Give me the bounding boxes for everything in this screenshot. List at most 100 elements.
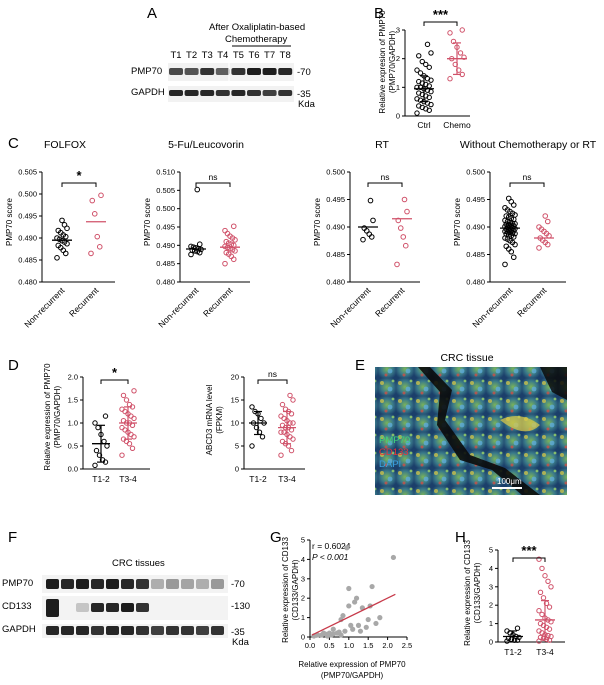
G-xtick-label: 0.5	[324, 641, 334, 650]
panel-c: C FOLFOX PMP70 score 0.480 0.485 0.490 0.495 0…	[5, 135, 597, 329]
panel-c-subplot-title: Without Chemotherapy or RT	[460, 139, 597, 151]
H-t3-4-point	[545, 578, 551, 584]
H-significance-bracket	[512, 557, 546, 562]
panel-f-band-cd133	[136, 603, 149, 612]
G-point	[357, 628, 364, 634]
C4-non-recurrent-point	[505, 195, 512, 202]
panel-b-xtick-ctrl: Ctrl	[417, 120, 430, 130]
G-point	[340, 613, 346, 619]
panel-h: H Relative expression of CD133 (CD133/GA…	[455, 529, 565, 657]
panel-g-xlabel-2: (PMP70/GAPDH)	[321, 671, 384, 680]
C4-non-recurrent-point	[503, 213, 510, 219]
G-ytick-label: 2	[301, 594, 305, 603]
G-point	[353, 595, 360, 601]
panel-f-band-cd133	[76, 603, 89, 612]
panel-f-band-gapdh	[46, 626, 59, 635]
H-t3-4-point	[536, 608, 542, 614]
C1-non-recurrent-point	[59, 217, 65, 224]
D1-t3-4-point	[131, 434, 137, 440]
panel-g-stat-r: r = 0.6024	[312, 541, 351, 551]
D2-t3-4-point	[288, 447, 295, 454]
panel-a-blot-pmp70	[168, 63, 294, 81]
panel-e-label: E	[355, 357, 365, 374]
C3-recurrent-point	[397, 225, 404, 231]
panel-c-subplot-title: FOLFOX	[44, 139, 86, 151]
D1-t1-2-point	[101, 438, 107, 445]
D2-t3-4-point	[279, 401, 286, 408]
panel-f-band-pmp70	[196, 579, 209, 589]
C2-recurrent-point	[222, 227, 228, 234]
panel-a-lane-labels: T1 T2 T3 T4 T5 T6 T7 T8	[170, 50, 290, 61]
C1-non-recurrent-point	[55, 227, 62, 234]
B-ctrl-point	[414, 84, 420, 91]
panel-h-ylabel-1: Relative expression of CD133	[463, 540, 472, 646]
panel-f-band-pmp70	[91, 579, 104, 589]
panel-a-band-pmp70	[231, 68, 246, 75]
panel-a-blot-gapdh	[168, 86, 294, 102]
C2-ytick-label: 0.495	[156, 223, 175, 232]
D1-ytick-label: 0.5	[68, 442, 78, 451]
D1-t3-4-point	[123, 397, 130, 403]
C4-significance-label: ns	[523, 172, 532, 182]
panel-b: B Relative expresion of PMP70 (PMP70/GAP…	[374, 5, 471, 130]
D1-t3-4-point	[123, 438, 130, 445]
D2-t1-2-point	[249, 404, 255, 410]
panel-a-row-gapdh: GAPDH	[131, 87, 165, 98]
D2-t3-4-point	[290, 397, 296, 403]
C4-non-recurrent-point	[510, 254, 517, 261]
C2-recurrent-point	[223, 238, 230, 245]
C4-ytick-label: 0.495	[466, 195, 485, 204]
B-ytick-label: 3	[396, 26, 400, 35]
G-ytick-label: 5	[301, 536, 305, 545]
panel-d-left-xtick: T3-4	[119, 474, 137, 484]
panel-f-row-pmp70: PMP70	[2, 578, 33, 589]
G-point	[348, 622, 354, 628]
C3-recurrent-point	[394, 261, 400, 268]
panel-f-marker-70: -70	[231, 579, 245, 590]
B-significance-bracket	[423, 21, 458, 26]
panel-f-bands	[46, 579, 224, 635]
C3-non-recurrent-point	[370, 217, 376, 224]
B-ytick-label: 0	[396, 112, 400, 121]
D2-t3-4-point	[281, 415, 287, 422]
D2-significance-label: ns	[268, 369, 277, 379]
panel-a-lane-label: T1	[170, 50, 181, 61]
D2-t1-2-point	[259, 434, 266, 440]
D1-t1-2-point	[96, 452, 103, 458]
C4-recurrent-point	[544, 218, 551, 225]
C2-ytick-label: 0.500	[156, 204, 175, 213]
G-ytick-label: 3	[301, 574, 305, 583]
G-point	[344, 545, 350, 551]
panel-a-band-gapdh	[278, 90, 293, 96]
C2-non-recurrent-point	[196, 241, 203, 248]
D2-t3-4-point	[288, 411, 295, 417]
panel-g-ylabel-1: Relative expression of CD133	[281, 537, 290, 643]
C4-recurrent-point	[542, 213, 549, 219]
panel-a-marker-70: -70	[297, 67, 311, 78]
panel-a-lane-label: T2	[186, 50, 197, 61]
panel-f-band-pmp70	[76, 579, 89, 589]
D2-t1-2-point	[258, 415, 264, 422]
panel-f-row-gapdh: GAPDH	[2, 624, 36, 635]
panel-d-right-ylabel-2: (FPKM)	[215, 406, 224, 434]
G-ytick-label: 0	[301, 633, 305, 642]
B-significance-label: ***	[433, 7, 449, 22]
panel-f-band-gapdh	[181, 626, 194, 635]
panel-f-band-cd133	[46, 599, 59, 617]
panel-a-band-gapdh	[262, 90, 277, 96]
G-point	[342, 628, 348, 634]
C3-ytick-label: 0.480	[326, 278, 345, 287]
B-ctrl-point	[423, 61, 429, 68]
B-ctrl-point	[417, 84, 424, 91]
G-point	[377, 615, 383, 621]
panel-c-ylabel: PMP70 score	[143, 197, 152, 246]
G-regression-line	[311, 593, 396, 636]
H-ytick-label: 5	[489, 546, 493, 555]
panel-g-label: G	[270, 529, 282, 546]
C4-recurrent-point	[536, 224, 542, 230]
C1-non-recurrent-point	[62, 250, 69, 257]
C4-ytick-label: 0.485	[466, 250, 485, 259]
H-t3-4-point	[545, 632, 551, 639]
C2-ytick-label: 0.490	[156, 241, 175, 250]
